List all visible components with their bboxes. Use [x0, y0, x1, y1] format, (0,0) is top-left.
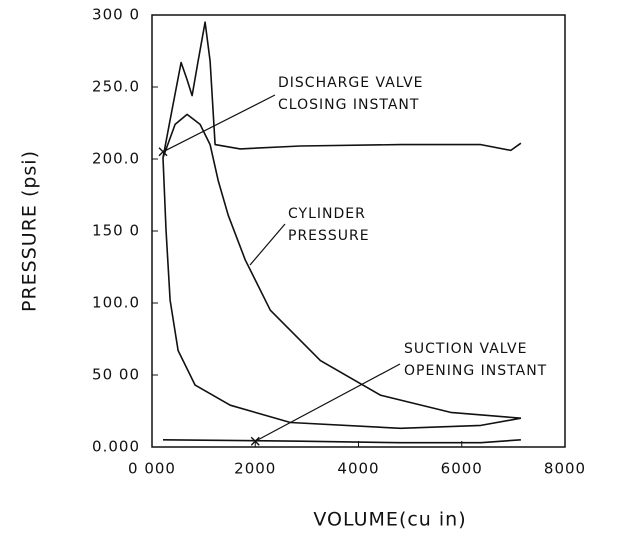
- y-tick-label: 200.0: [92, 150, 140, 168]
- pressure-curve: [209, 144, 521, 419]
- x-tick-label: 2000: [234, 460, 276, 478]
- y-tick-label: 50 00: [92, 366, 140, 384]
- x-tick-label: 4000: [337, 460, 379, 478]
- pressure-curve: [162, 21, 522, 158]
- annotation: SUCTION VALVE: [404, 341, 527, 357]
- annotation-leader: [249, 223, 286, 266]
- x-tick-label: 0 000: [128, 460, 176, 478]
- annotation: CYLINDER: [288, 206, 366, 222]
- annotation-leader: [254, 363, 401, 442]
- y-tick-label: 250.0: [92, 78, 140, 96]
- annotation: CLOSING INSTANT: [278, 97, 419, 113]
- annotation: DISCHARGE VALVE: [278, 75, 424, 91]
- annotation: OPENING INSTANT: [404, 363, 547, 379]
- x-tick-label: 8000: [544, 460, 586, 478]
- x-tick-label: 6000: [441, 460, 483, 478]
- x-axis-label: VOLUME(cu in): [313, 509, 466, 531]
- annotation-leader: [162, 94, 276, 153]
- pressure-curve: [162, 157, 522, 430]
- y-tick-label: 300 0: [92, 6, 140, 24]
- y-tick-label: 100.0: [92, 294, 140, 312]
- pressure-curve: [162, 439, 521, 444]
- annotation: PRESSURE: [288, 228, 370, 244]
- y-tick-label: 0.000: [92, 438, 140, 456]
- y-tick-label: 150 0: [92, 222, 140, 240]
- y-axis-label: PRESSURE (psi): [19, 150, 41, 312]
